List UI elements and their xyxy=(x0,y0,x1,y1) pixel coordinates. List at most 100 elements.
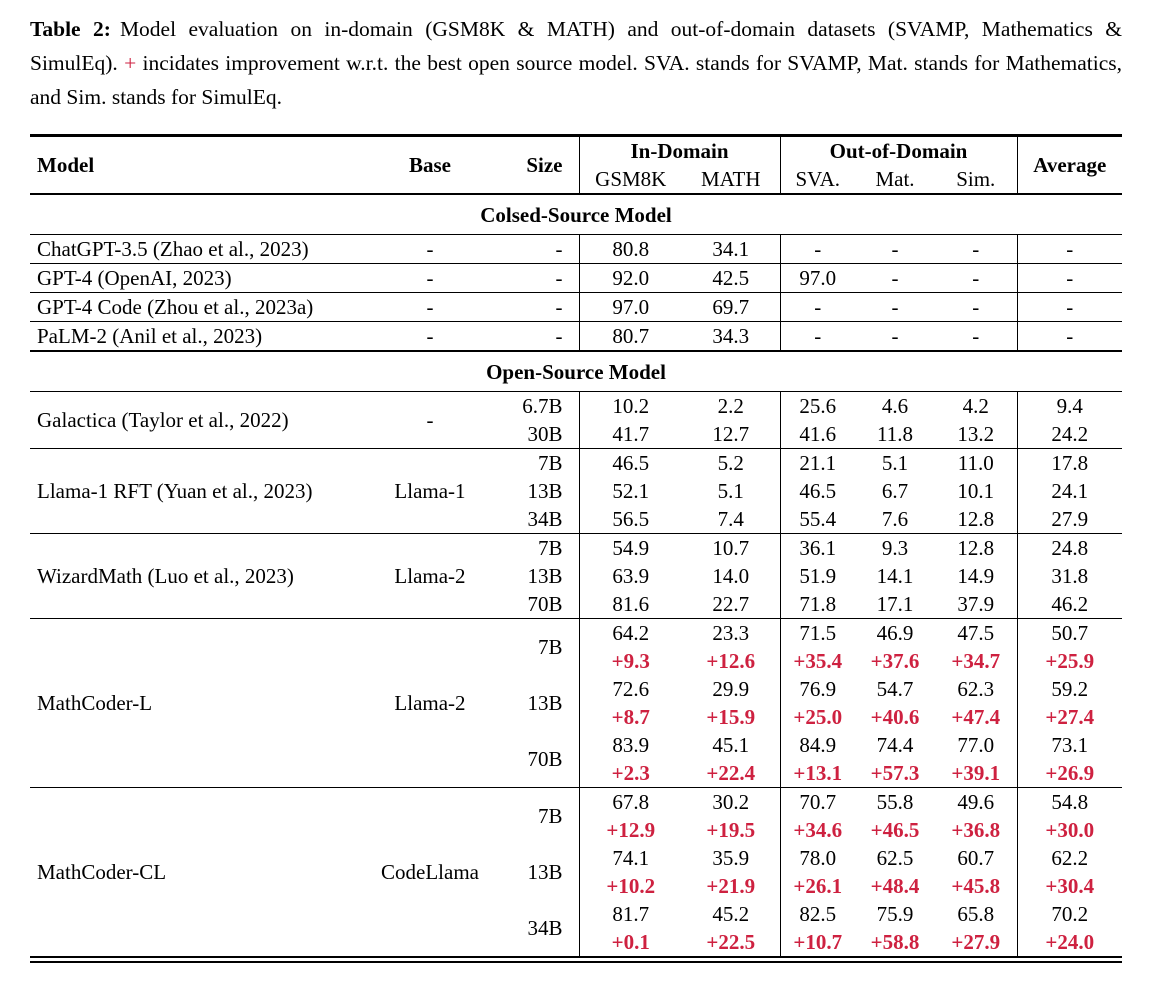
header-simuleq: Sim. xyxy=(935,165,1018,194)
delta-cell: +22.4 xyxy=(682,759,781,788)
score-cell: - xyxy=(780,321,855,351)
score-cell: 47.5 xyxy=(935,618,1018,647)
model-name-cell: PaLM-2 (Anil et al., 2023) xyxy=(30,321,370,351)
base-model-cell: Llama-1 xyxy=(370,448,490,534)
score-cell: 81.7 xyxy=(612,902,650,926)
model-name-cell: WizardMath (Luo et al., 2023) xyxy=(30,533,370,619)
table-row: 70B 83.9 45.1 84.9 74.4 77.0 73.1 xyxy=(30,731,1122,788)
score-cell: 84.9 xyxy=(799,733,837,757)
delta-cell: +36.8 xyxy=(935,816,1018,844)
size-cell: 30B xyxy=(490,420,580,449)
score-cell: 45.1 xyxy=(682,731,781,759)
table-row: 34B 81.7 45.2 82.5 75.9 65.8 70.2 xyxy=(30,900,1122,960)
score-cell: 59.2 xyxy=(1051,677,1089,701)
base-model-cell: - xyxy=(370,391,490,449)
score-cell: 77.0 xyxy=(935,731,1018,759)
delta-cell: +10.7 xyxy=(793,930,843,954)
delta-cell: +27.4 xyxy=(1045,705,1095,729)
size-cell: - xyxy=(490,263,580,293)
paper-page: Table 2: Model evaluation on in-domain (G… xyxy=(30,17,1123,963)
score-cell: 45.2 xyxy=(682,900,781,928)
score-cell: - xyxy=(1017,292,1123,322)
header-average: Average xyxy=(1033,153,1107,177)
header-out-of-domain: Out-of-Domain xyxy=(780,135,1018,165)
header-row-groups: Model Base Size In-Domain Out-of-Domain … xyxy=(30,135,1122,194)
score-cell: 5.1 xyxy=(682,477,781,505)
table-row: 13B 74.1 35.9 78.0 62.5 60.7 62.2 xyxy=(30,844,1122,900)
delta-cell: +35.4 xyxy=(793,649,843,673)
base-model-cell: Llama-2 xyxy=(370,618,490,788)
score-cell: 74.4 xyxy=(876,733,914,757)
score-cell: 10.2 xyxy=(579,391,682,420)
score-cell: 17.1 xyxy=(876,592,914,616)
delta-cell: +22.5 xyxy=(682,928,781,960)
table-header: Model Base Size In-Domain Out-of-Domain … xyxy=(30,135,1123,194)
base-model-cell: CodeLlama xyxy=(370,787,490,960)
score-cell: 41.7 xyxy=(612,422,650,446)
section-title: Colsed-Source Model xyxy=(30,193,1123,235)
table-row: WizardMath (Luo et al., 2023) Llama-2 7B 54… xyxy=(30,533,1123,619)
header-size: Size xyxy=(490,135,580,194)
header-in-domain: In-Domain xyxy=(579,135,781,165)
delta-cell: +58.8 xyxy=(870,930,920,954)
caption-text-before: Model evaluation on in-domain (GSM8K & M… xyxy=(30,17,1122,75)
score-cell: 69.7 xyxy=(682,292,781,322)
score-cell: 23.3 xyxy=(682,618,781,647)
delta-cell: +47.4 xyxy=(935,703,1018,731)
score-cell: 24.8 xyxy=(1017,533,1123,562)
base-model-cell: - xyxy=(370,321,490,351)
score-cell: - xyxy=(935,263,1018,293)
size-cell: 7B xyxy=(490,787,580,844)
score-cell: 11.8 xyxy=(877,422,913,446)
delta-cell: +25.0 xyxy=(793,705,843,729)
model-name-cell: MathCoder-L xyxy=(30,618,370,788)
score-cell: 14.1 xyxy=(876,564,914,588)
model-name-cell: Llama-1 RFT (Yuan et al., 2023) xyxy=(30,448,370,534)
model-name-cell: ChatGPT-3.5 (Zhao et al., 2023) xyxy=(30,234,370,264)
size-cell: 13B xyxy=(490,844,580,900)
section-row: Open-Source Model xyxy=(30,350,1123,392)
delta-cell: +2.3 xyxy=(611,761,650,785)
table-row: 70B 81.6 22.7 71.8 17.1 37.9 46.2 xyxy=(30,590,1122,619)
delta-cell: +19.5 xyxy=(682,816,781,844)
score-cell: 9.4 xyxy=(1017,391,1123,420)
score-cell: 76.9 xyxy=(799,677,837,701)
table-row: 30B 41.7 12.7 41.6 11.8 13.2 24.2 xyxy=(30,420,1122,449)
delta-cell: +24.0 xyxy=(1045,930,1095,954)
size-cell: 13B xyxy=(490,675,580,731)
score-cell: 72.6 xyxy=(612,677,650,701)
score-cell: 31.8 xyxy=(1051,564,1089,588)
score-cell: 54.7 xyxy=(876,677,914,701)
size-cell: - xyxy=(490,234,580,264)
table-row: 34B 56.5 7.4 55.4 7.6 12.8 27.9 xyxy=(30,505,1122,534)
header-math: MATH xyxy=(682,165,781,194)
score-cell: 52.1 xyxy=(612,479,650,503)
score-cell: 22.7 xyxy=(682,590,781,619)
delta-cell: +34.6 xyxy=(793,818,843,842)
score-cell: 75.9 xyxy=(876,902,914,926)
header-svamp: SVA. xyxy=(795,167,841,191)
delta-cell: +40.6 xyxy=(870,705,920,729)
delta-cell: +8.7 xyxy=(611,705,650,729)
score-cell: - xyxy=(780,234,855,264)
delta-row: +8.7 +15.9 +25.0 +40.6 +47.4 +27.4 xyxy=(30,703,1122,731)
delta-cell: +48.4 xyxy=(870,874,920,898)
score-cell: 13.2 xyxy=(935,420,1018,449)
score-cell: - xyxy=(855,234,935,264)
score-cell: 21.1 xyxy=(780,448,855,477)
model-name-cell: GPT-4 (OpenAI, 2023) xyxy=(30,263,370,293)
score-cell: 24.1 xyxy=(1051,479,1089,503)
score-cell: - xyxy=(855,263,935,293)
score-cell: - xyxy=(1017,263,1123,293)
score-cell: 41.6 xyxy=(799,422,837,446)
score-cell: - xyxy=(935,234,1018,264)
score-cell: 64.2 xyxy=(579,618,682,647)
score-cell: 62.2 xyxy=(1051,846,1089,870)
delta-cell: +12.9 xyxy=(606,818,656,842)
score-cell: 10.1 xyxy=(935,477,1018,505)
size-cell: 34B xyxy=(490,900,580,960)
score-cell: 97.0 xyxy=(780,263,855,293)
delta-cell: +57.3 xyxy=(870,761,920,785)
table-row: Galactica (Taylor et al., 2022) -6.7B 10.2… xyxy=(30,391,1123,449)
delta-cell: +34.7 xyxy=(935,647,1018,675)
